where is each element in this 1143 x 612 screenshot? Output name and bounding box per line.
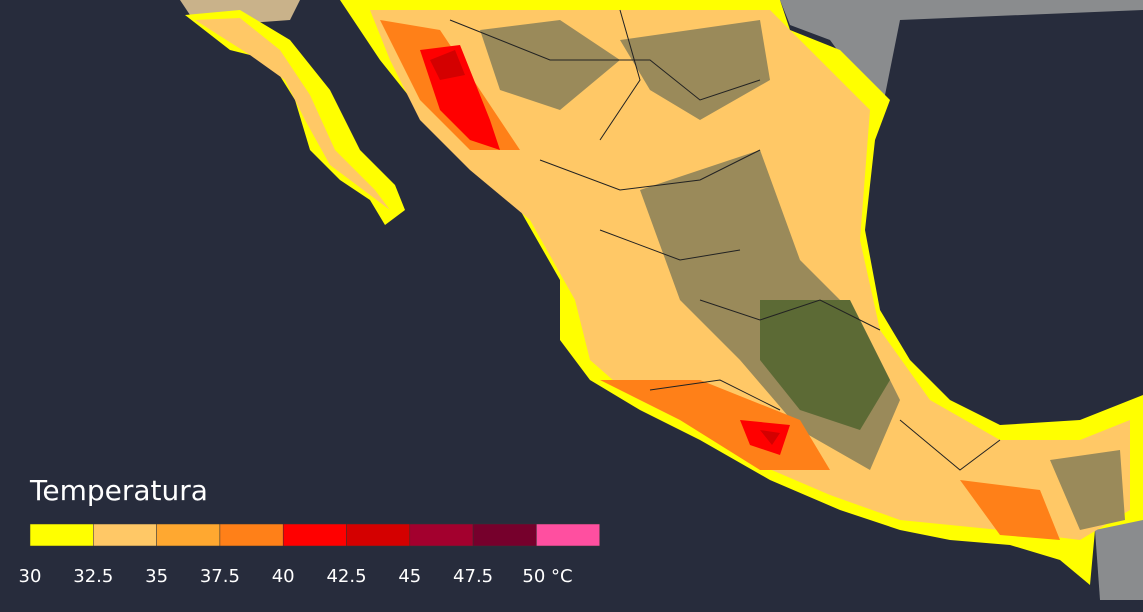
legend-swatch — [346, 523, 411, 547]
legend-tick-label: 32.5 — [73, 566, 113, 587]
legend-tick-label: 30 — [19, 566, 42, 587]
legend-tick-label: 45 — [398, 566, 421, 587]
heat-baja — [195, 18, 390, 210]
legend-swatch — [472, 523, 537, 547]
legend-tick-label: 35 — [145, 566, 168, 587]
heat-40 — [420, 45, 790, 455]
legend-swatch — [536, 523, 600, 547]
legend-swatch — [29, 523, 94, 547]
legend-tick-label: 40 — [272, 566, 295, 587]
state-borders — [449, 9, 1001, 471]
legend-swatch — [282, 523, 347, 547]
legend-title: Temperatura — [29, 474, 208, 507]
legend-tick-label: 47.5 — [453, 566, 493, 587]
legend-tick-label: 42.5 — [326, 566, 366, 587]
legend-tick-label: 50 °C — [522, 566, 572, 587]
land-guatemala — [1095, 515, 1143, 600]
legend: 30 32.5 35 37.5 40 42.5 45 47.5 50 °C — [19, 523, 600, 587]
legend-swatch — [219, 523, 284, 547]
legend-swatch — [409, 523, 474, 547]
terrain — [480, 20, 1125, 530]
legend-swatch — [156, 523, 221, 547]
legend-tick-label: 37.5 — [200, 566, 240, 587]
land-usa — [780, 0, 1143, 95]
highlands — [760, 300, 890, 430]
legend-swatch — [93, 523, 157, 547]
